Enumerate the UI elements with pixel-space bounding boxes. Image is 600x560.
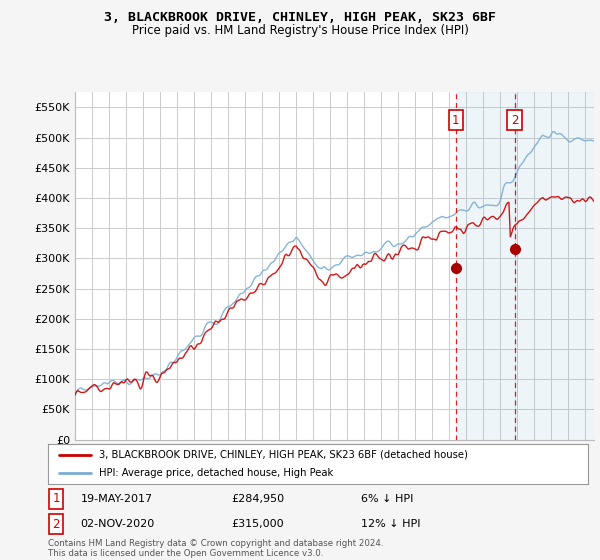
Bar (515, 92, 594, 440)
Text: 1: 1 (452, 114, 460, 127)
Text: HPI: Average price, detached house, High Peak: HPI: Average price, detached house, High… (100, 468, 334, 478)
Text: Contains HM Land Registry data © Crown copyright and database right 2024.
This d: Contains HM Land Registry data © Crown c… (48, 539, 383, 558)
Text: 2: 2 (511, 114, 518, 127)
Text: 02-NOV-2020: 02-NOV-2020 (80, 519, 155, 529)
Text: 2: 2 (52, 517, 60, 530)
Text: 6% ↓ HPI: 6% ↓ HPI (361, 494, 413, 504)
Text: £315,000: £315,000 (232, 519, 284, 529)
Bar (456, 92, 515, 440)
Text: 3, BLACKBROOK DRIVE, CHINLEY, HIGH PEAK, SK23 6BF (detached house): 3, BLACKBROOK DRIVE, CHINLEY, HIGH PEAK,… (100, 450, 468, 460)
Text: 3, BLACKBROOK DRIVE, CHINLEY, HIGH PEAK, SK23 6BF: 3, BLACKBROOK DRIVE, CHINLEY, HIGH PEAK,… (104, 11, 496, 24)
Text: 1: 1 (52, 492, 60, 505)
Text: Price paid vs. HM Land Registry's House Price Index (HPI): Price paid vs. HM Land Registry's House … (131, 24, 469, 36)
Text: 12% ↓ HPI: 12% ↓ HPI (361, 519, 421, 529)
Text: £284,950: £284,950 (232, 494, 285, 504)
Text: 19-MAY-2017: 19-MAY-2017 (80, 494, 152, 504)
